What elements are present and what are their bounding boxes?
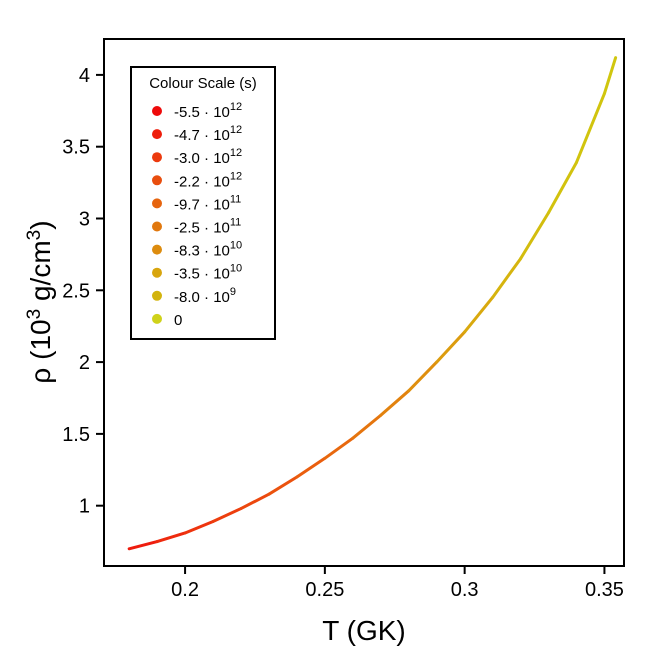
series-line-segment <box>547 160 578 215</box>
legend-swatch <box>152 198 162 209</box>
y-tick-label: 4 <box>79 65 90 87</box>
series-line-segment <box>239 492 271 511</box>
y-axis-ticks: 1 1.5 2 2.5 3 3.5 4 <box>62 65 104 518</box>
legend-label: -3.5 · 1010 <box>174 263 242 283</box>
legend-base: · 10 <box>200 243 230 260</box>
y-tick-label: 3.5 <box>62 137 90 159</box>
legend-label: -9.7 · 1011 <box>174 193 241 213</box>
x-tick-label: 0.35 <box>585 579 624 601</box>
legend-mantissa: -4.7 <box>174 127 200 144</box>
legend-mantissa: -5.5 <box>174 104 200 121</box>
legend-mantissa: -8.0 <box>174 289 200 306</box>
y-tick-label: 1 <box>79 496 90 518</box>
series-layer <box>127 56 618 551</box>
legend-base: · 10 <box>200 104 230 121</box>
legend-items: -5.5 · 1012-4.7 · 1012-3.0 · 1012-2.2 · … <box>152 101 242 329</box>
legend-label: -2.2 · 1012 <box>174 170 242 190</box>
x-axis-ticks: 0.2 0.25 0.3 0.35 <box>171 566 624 601</box>
legend-label: -3.0 · 1012 <box>174 147 242 167</box>
series-line-segment <box>491 257 523 299</box>
y-axis-title-mid: g/cm <box>25 240 56 308</box>
legend-mantissa: -3.0 <box>174 150 200 167</box>
series-line-segment <box>183 519 215 535</box>
legend-label: -8.0 · 109 <box>174 286 236 306</box>
legend-label: -4.7 · 1012 <box>174 124 242 144</box>
legend-base: · 10 <box>200 127 230 144</box>
legend-mantissa: -2.5 <box>174 220 200 237</box>
legend: Colour Scale (s) -5.5 · 1012-4.7 · 1012-… <box>130 66 276 340</box>
legend-swatch <box>152 267 162 278</box>
legend-title: Colour Scale (s) <box>149 75 257 92</box>
series-line-segment <box>574 92 606 164</box>
legend-exponent: 10 <box>230 240 242 252</box>
legend-swatch <box>152 290 162 301</box>
legend-base: · 10 <box>200 150 230 167</box>
series-line-segment <box>602 56 618 96</box>
legend-base: · 10 <box>200 266 230 283</box>
legend-base: · 10 <box>200 220 230 237</box>
legend-mantissa: -9.7 <box>174 196 200 213</box>
series-line-segment <box>127 540 159 551</box>
x-tick-label: 0.25 <box>305 579 344 601</box>
y-tick-label: 3 <box>79 208 90 230</box>
legend-exponent: 10 <box>230 263 242 275</box>
x-axis-title: T (GK) <box>322 615 405 646</box>
legend-swatch <box>152 175 162 186</box>
series-line-segment <box>211 507 243 523</box>
legend-exponent: 12 <box>230 147 242 159</box>
legend-swatch <box>152 244 162 255</box>
y-axis-title-main: ρ (10 <box>25 319 56 383</box>
legend-label: -5.5 · 1012 <box>174 101 242 121</box>
series-line-segment <box>323 436 355 460</box>
series-line-segment <box>295 456 327 479</box>
legend-mantissa: -8.3 <box>174 243 200 260</box>
y-axis-title-sup1: 3 <box>24 309 45 320</box>
series-line-segment <box>351 413 383 440</box>
y-tick-label: 2.5 <box>62 280 90 302</box>
series-line-segment <box>463 295 495 334</box>
legend-mantissa: -3.5 <box>174 266 200 283</box>
legend-swatch <box>152 106 162 116</box>
y-tick-label: 1.5 <box>62 424 90 446</box>
x-tick-label: 0.3 <box>451 579 479 601</box>
series-line-segment <box>407 360 439 393</box>
legend-base: · 10 <box>200 173 230 190</box>
legend-swatch <box>152 221 162 232</box>
y-axis-title: ρ (103 g/cm3) <box>24 220 56 383</box>
legend-exponent: 11 <box>230 193 241 205</box>
legend-mantissa: -2.2 <box>174 173 200 190</box>
legend-swatch <box>152 129 162 140</box>
series-line-segment <box>267 475 299 496</box>
series-line-segment <box>155 531 187 544</box>
legend-exponent: 11 <box>230 217 241 229</box>
legend-exponent: 12 <box>230 124 242 136</box>
y-axis-title-sup2: 3 <box>24 230 45 241</box>
legend-swatch <box>152 313 162 324</box>
y-axis-title-end: ) <box>25 220 56 229</box>
legend-swatch <box>152 152 162 163</box>
series-line-segment <box>435 330 467 364</box>
legend-base: · 10 <box>200 196 230 213</box>
legend-mantissa: 0 <box>174 312 182 329</box>
series-line-segment <box>519 211 551 261</box>
legend-label: -2.5 · 1011 <box>174 217 241 237</box>
legend-exponent: 12 <box>230 170 242 182</box>
y-tick-label: 2 <box>79 352 90 374</box>
legend-label: -8.3 · 1010 <box>174 240 242 260</box>
plot-frame <box>103 38 625 567</box>
legend-base: · 10 <box>200 289 230 306</box>
x-tick-label: 0.2 <box>171 579 199 601</box>
legend-label: 0 <box>174 312 182 329</box>
series-line-segment <box>379 389 411 417</box>
legend-exponent: 12 <box>230 101 242 113</box>
legend-exponent: 9 <box>230 286 236 298</box>
